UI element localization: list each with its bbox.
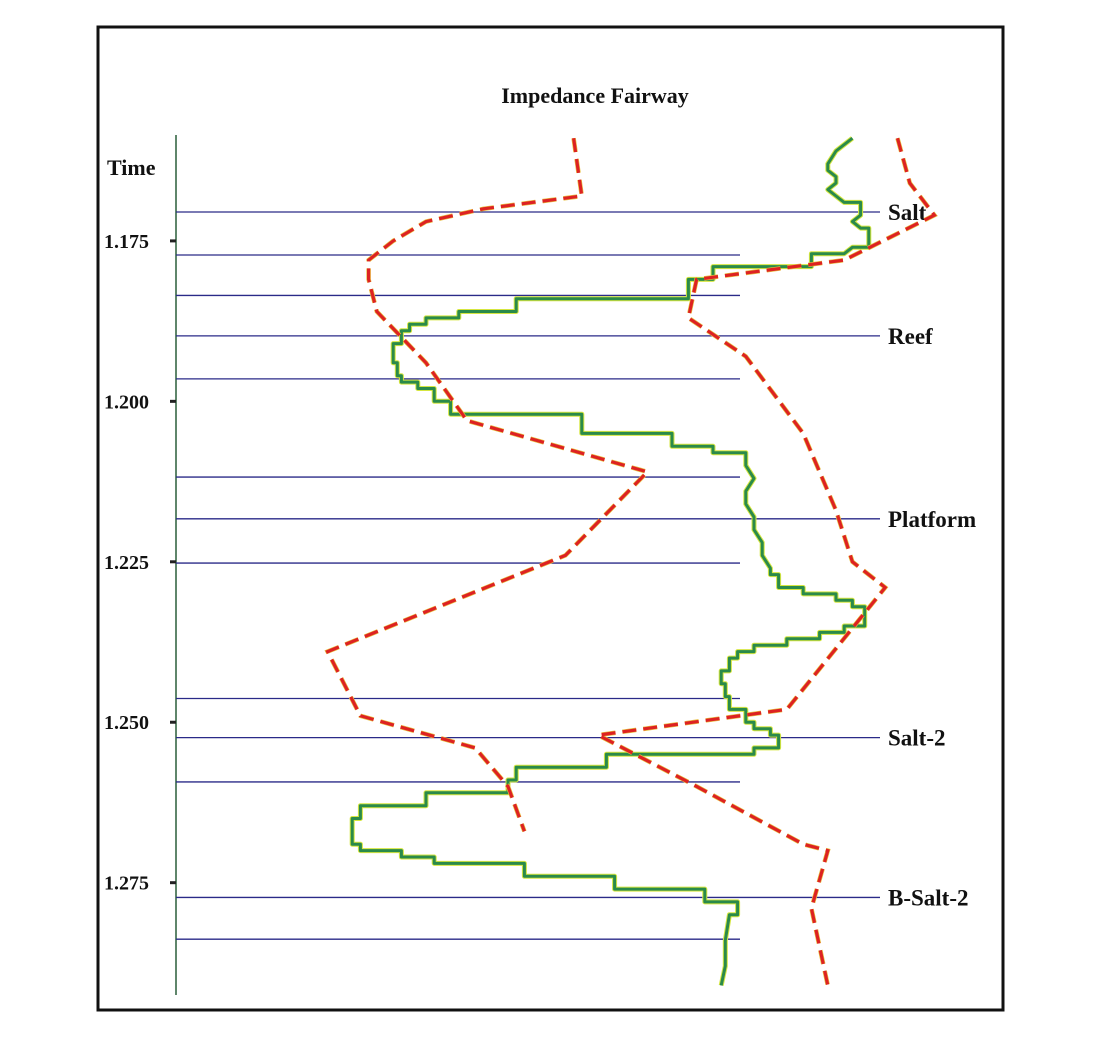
- horizon-label-11: B-Salt-2: [888, 885, 969, 910]
- y-tick-label-1: 1.200: [104, 391, 149, 413]
- horizon-label-0: Salt: [888, 200, 927, 225]
- horizon-label-3: Reef: [888, 324, 933, 349]
- series-1-dashed-line: [325, 137, 651, 832]
- series-2-dashed-line: [593, 137, 937, 986]
- series-1-halo: [324, 137, 652, 833]
- horizon-lines: Salt Reef Platform Salt-2 B-Salt-2: [176, 200, 976, 940]
- chart-title: Impedance Fairway: [501, 83, 689, 108]
- series-0-line: [350, 137, 871, 986]
- horizon-label-6: Platform: [888, 507, 976, 532]
- y-tick-label-0: 1.175: [104, 231, 149, 253]
- y-tick-label-3: 1.250: [104, 712, 149, 734]
- y-tick-label-4: 1.275: [104, 873, 149, 895]
- y-ticks: 1.175 1.200 1.225 1.250 1.275: [104, 231, 176, 895]
- horizon-label-9: Salt-2: [888, 726, 946, 751]
- impedance-series: [324, 136, 938, 986]
- y-axis-label: Time: [107, 155, 156, 180]
- y-tick-label-2: 1.225: [104, 552, 149, 574]
- plot-frame: [96, 25, 1005, 1012]
